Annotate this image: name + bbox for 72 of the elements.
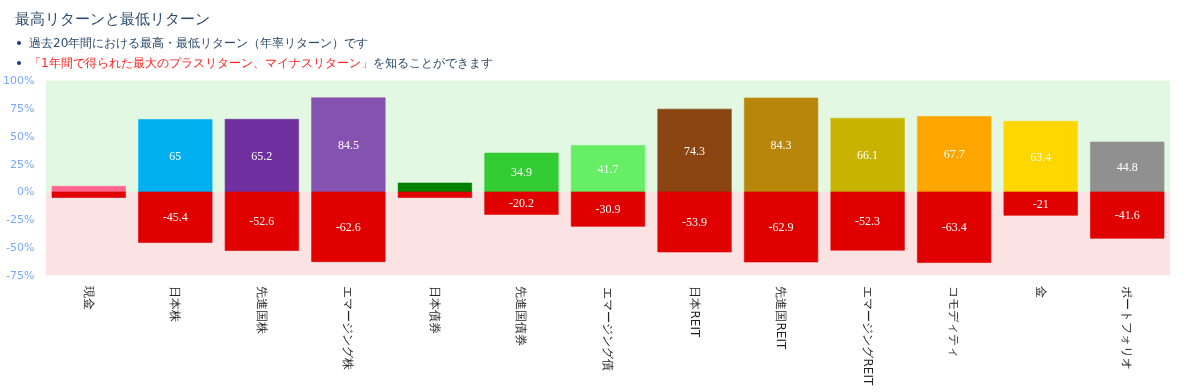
bar (743, 191, 819, 263)
data-label: 63.4 (1030, 149, 1052, 164)
bar (1089, 141, 1165, 193)
y-tick-label: 50% (10, 129, 35, 143)
y-tick-label: 25% (10, 157, 35, 171)
data-label: -20.2 (508, 196, 534, 211)
text: を知ることができます (372, 55, 493, 70)
data-label: 74.3 (684, 143, 706, 158)
x-tick-label: 先進国REIT (774, 286, 789, 350)
y-tick-label: -50% (6, 241, 35, 255)
data-label: 34.9 (510, 165, 532, 180)
y-tick-label: -75% (6, 269, 35, 282)
chart-subtitle: 過去20年間における最高・最低リターン（年率リターン）です (28, 35, 370, 53)
data-label: 67.7 (943, 147, 965, 162)
x-tick-label: 日本債券 (427, 286, 442, 335)
x-tick-label: 現金 (81, 286, 96, 311)
bar (743, 97, 819, 193)
x-tick-label: 日本REIT (687, 286, 702, 338)
x-tick-label: コモディティ (947, 286, 962, 359)
data-label: -41.6 (1114, 208, 1140, 223)
bar (1003, 120, 1078, 193)
bar (830, 117, 905, 193)
bar (138, 191, 213, 244)
bar (570, 191, 646, 227)
x-tick-label: エマージングREIT (860, 286, 875, 386)
x-tick-label: エマージング債 (601, 286, 615, 371)
text: 「1年間で得られた最大のプラスリターン、マイナスリターン」 (29, 55, 373, 70)
x-tick-label: 先進国債券 (514, 286, 529, 347)
x-tick-label: 先進国株 (254, 286, 269, 335)
bar (916, 191, 992, 264)
y-tick-label: 75% (10, 101, 35, 115)
y-tick-label: -25% (6, 213, 35, 227)
bar (916, 115, 992, 193)
data-label: -62.9 (768, 219, 794, 234)
data-label: 65.2 (251, 148, 273, 163)
data-label: 65 (169, 148, 182, 163)
data-label: -62.6 (335, 219, 361, 234)
y-tick-label: 0% (17, 185, 35, 199)
bar (51, 191, 127, 198)
bar (657, 191, 732, 253)
bar (397, 182, 473, 193)
data-label: -63.4 (941, 220, 967, 235)
bar (484, 152, 559, 193)
data-label: -52.6 (249, 214, 275, 229)
bar (570, 144, 646, 193)
bar (311, 191, 386, 263)
bar (1003, 191, 1078, 216)
chart-title: 最高リターンと最低リターン (15, 9, 211, 30)
x-tick-label: ポートフォリオ (1120, 286, 1135, 371)
data-label: -30.9 (595, 202, 621, 217)
bar (311, 97, 386, 193)
bar (224, 118, 300, 193)
x-tick-label: エマージング株 (341, 286, 356, 371)
bar (657, 108, 732, 193)
data-label: -52.3 (855, 214, 881, 229)
data-label: 84.5 (337, 137, 359, 152)
data-label: -53.9 (682, 214, 708, 229)
data-label: -45.4 (162, 210, 188, 225)
bar (1089, 191, 1165, 239)
data-label: 66.1 (857, 148, 879, 163)
data-label: 41.7 (597, 161, 619, 176)
data-label: -21 (1032, 196, 1049, 211)
data-label: 44.8 (1116, 159, 1138, 174)
x-tick-label: 金 (1033, 286, 1048, 299)
data-label: 84.3 (770, 137, 792, 152)
bar (484, 191, 559, 215)
bar (224, 191, 300, 252)
bar (397, 191, 473, 198)
y-tick-label: 100% (3, 74, 35, 87)
x-tick-label: 日本株 (168, 286, 183, 323)
bar (830, 191, 905, 251)
bar (138, 119, 213, 193)
